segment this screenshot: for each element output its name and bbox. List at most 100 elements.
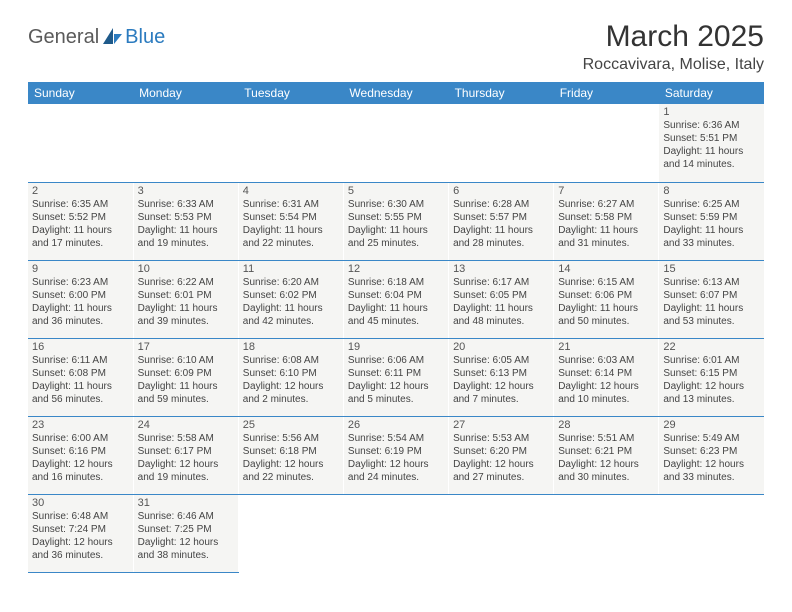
daylight-line: Daylight: 11 hours and 39 minutes. bbox=[138, 302, 234, 328]
daylight-line: Daylight: 11 hours and 36 minutes. bbox=[32, 302, 129, 328]
calendar-row: 1Sunrise: 6:36 AMSunset: 5:51 PMDaylight… bbox=[28, 104, 764, 182]
sunrise-line: Sunrise: 6:46 AM bbox=[138, 510, 234, 523]
day-number: 26 bbox=[348, 419, 444, 431]
sunrise-line: Sunrise: 6:11 AM bbox=[32, 354, 129, 367]
daylight-line: Daylight: 12 hours and 36 minutes. bbox=[32, 536, 129, 562]
sunrise-line: Sunrise: 5:54 AM bbox=[348, 432, 444, 445]
header: General Blue March 2025 Roccavivara, Mol… bbox=[28, 20, 764, 74]
calendar-cell: 6Sunrise: 6:28 AMSunset: 5:57 PMDaylight… bbox=[449, 182, 554, 260]
daylight-line: Daylight: 11 hours and 22 minutes. bbox=[243, 224, 339, 250]
daylight-line: Daylight: 12 hours and 13 minutes. bbox=[663, 380, 760, 406]
sunset-line: Sunset: 6:10 PM bbox=[243, 367, 339, 380]
day-number: 27 bbox=[453, 419, 549, 431]
day-number: 7 bbox=[558, 185, 654, 197]
daylight-line: Daylight: 12 hours and 2 minutes. bbox=[243, 380, 339, 406]
sunset-line: Sunset: 6:13 PM bbox=[453, 367, 549, 380]
sunrise-line: Sunrise: 6:00 AM bbox=[32, 432, 129, 445]
sunset-line: Sunset: 6:21 PM bbox=[558, 445, 654, 458]
daylight-line: Daylight: 11 hours and 42 minutes. bbox=[243, 302, 339, 328]
daylight-line: Daylight: 12 hours and 7 minutes. bbox=[453, 380, 549, 406]
calendar-cell: 31Sunrise: 6:46 AMSunset: 7:25 PMDayligh… bbox=[133, 494, 238, 572]
daylight-line: Daylight: 11 hours and 33 minutes. bbox=[663, 224, 760, 250]
calendar-cell: 9Sunrise: 6:23 AMSunset: 6:00 PMDaylight… bbox=[28, 260, 133, 338]
calendar-cell bbox=[238, 494, 343, 572]
calendar-cell: 1Sunrise: 6:36 AMSunset: 5:51 PMDaylight… bbox=[659, 104, 764, 182]
sunset-line: Sunset: 6:23 PM bbox=[663, 445, 760, 458]
sunset-line: Sunset: 6:00 PM bbox=[32, 289, 129, 302]
daylight-line: Daylight: 11 hours and 48 minutes. bbox=[453, 302, 549, 328]
calendar-cell: 24Sunrise: 5:58 AMSunset: 6:17 PMDayligh… bbox=[133, 416, 238, 494]
sunrise-line: Sunrise: 5:53 AM bbox=[453, 432, 549, 445]
calendar-cell: 29Sunrise: 5:49 AMSunset: 6:23 PMDayligh… bbox=[659, 416, 764, 494]
calendar-cell: 10Sunrise: 6:22 AMSunset: 6:01 PMDayligh… bbox=[133, 260, 238, 338]
day-number: 1 bbox=[663, 106, 760, 118]
daylight-line: Daylight: 11 hours and 19 minutes. bbox=[138, 224, 234, 250]
sunrise-line: Sunrise: 6:35 AM bbox=[32, 198, 129, 211]
sunrise-line: Sunrise: 6:01 AM bbox=[663, 354, 760, 367]
day-number: 28 bbox=[558, 419, 654, 431]
day-number: 12 bbox=[348, 263, 444, 275]
daylight-line: Daylight: 12 hours and 24 minutes. bbox=[348, 458, 444, 484]
calendar-cell: 3Sunrise: 6:33 AMSunset: 5:53 PMDaylight… bbox=[133, 182, 238, 260]
calendar-cell: 14Sunrise: 6:15 AMSunset: 6:06 PMDayligh… bbox=[554, 260, 659, 338]
daylight-line: Daylight: 11 hours and 56 minutes. bbox=[32, 380, 129, 406]
sunset-line: Sunset: 5:53 PM bbox=[138, 211, 234, 224]
sunrise-line: Sunrise: 6:28 AM bbox=[453, 198, 549, 211]
weekday-header: Saturday bbox=[659, 82, 764, 104]
calendar-cell: 2Sunrise: 6:35 AMSunset: 5:52 PMDaylight… bbox=[28, 182, 133, 260]
calendar-cell: 17Sunrise: 6:10 AMSunset: 6:09 PMDayligh… bbox=[133, 338, 238, 416]
daylight-line: Daylight: 12 hours and 22 minutes. bbox=[243, 458, 339, 484]
calendar-cell: 30Sunrise: 6:48 AMSunset: 7:24 PMDayligh… bbox=[28, 494, 133, 572]
day-number: 9 bbox=[32, 263, 129, 275]
weekday-header-row: SundayMondayTuesdayWednesdayThursdayFrid… bbox=[28, 82, 764, 104]
calendar-cell: 19Sunrise: 6:06 AMSunset: 6:11 PMDayligh… bbox=[343, 338, 448, 416]
sunrise-line: Sunrise: 5:56 AM bbox=[243, 432, 339, 445]
sunset-line: Sunset: 5:57 PM bbox=[453, 211, 549, 224]
calendar-cell bbox=[554, 104, 659, 182]
sunrise-line: Sunrise: 6:30 AM bbox=[348, 198, 444, 211]
sunset-line: Sunset: 5:55 PM bbox=[348, 211, 444, 224]
sunset-line: Sunset: 6:08 PM bbox=[32, 367, 129, 380]
daylight-line: Daylight: 11 hours and 14 minutes. bbox=[663, 145, 760, 171]
month-title: March 2025 bbox=[583, 20, 764, 54]
day-number: 4 bbox=[243, 185, 339, 197]
calendar-body: 1Sunrise: 6:36 AMSunset: 5:51 PMDaylight… bbox=[28, 104, 764, 572]
day-number: 31 bbox=[138, 497, 234, 509]
daylight-line: Daylight: 11 hours and 31 minutes. bbox=[558, 224, 654, 250]
sunrise-line: Sunrise: 6:27 AM bbox=[558, 198, 654, 211]
calendar-cell: 26Sunrise: 5:54 AMSunset: 6:19 PMDayligh… bbox=[343, 416, 448, 494]
daylight-line: Daylight: 11 hours and 59 minutes. bbox=[138, 380, 234, 406]
sunset-line: Sunset: 6:11 PM bbox=[348, 367, 444, 380]
weekday-header: Sunday bbox=[28, 82, 133, 104]
calendar-cell bbox=[449, 494, 554, 572]
sunset-line: Sunset: 6:09 PM bbox=[138, 367, 234, 380]
day-number: 3 bbox=[138, 185, 234, 197]
daylight-line: Daylight: 11 hours and 17 minutes. bbox=[32, 224, 129, 250]
sail-icon bbox=[101, 26, 123, 49]
calendar-cell: 28Sunrise: 5:51 AMSunset: 6:21 PMDayligh… bbox=[554, 416, 659, 494]
sunrise-line: Sunrise: 6:23 AM bbox=[32, 276, 129, 289]
day-number: 22 bbox=[663, 341, 760, 353]
sunrise-line: Sunrise: 6:13 AM bbox=[663, 276, 760, 289]
daylight-line: Daylight: 12 hours and 10 minutes. bbox=[558, 380, 654, 406]
sunset-line: Sunset: 5:59 PM bbox=[663, 211, 760, 224]
day-number: 19 bbox=[348, 341, 444, 353]
daylight-line: Daylight: 12 hours and 19 minutes. bbox=[138, 458, 234, 484]
weekday-header: Wednesday bbox=[343, 82, 448, 104]
daylight-line: Daylight: 11 hours and 45 minutes. bbox=[348, 302, 444, 328]
calendar-cell: 20Sunrise: 6:05 AMSunset: 6:13 PMDayligh… bbox=[449, 338, 554, 416]
title-block: March 2025 Roccavivara, Molise, Italy bbox=[583, 20, 764, 74]
sunset-line: Sunset: 6:02 PM bbox=[243, 289, 339, 302]
calendar-cell bbox=[238, 104, 343, 182]
calendar-row: 9Sunrise: 6:23 AMSunset: 6:00 PMDaylight… bbox=[28, 260, 764, 338]
sunset-line: Sunset: 6:14 PM bbox=[558, 367, 654, 380]
sunrise-line: Sunrise: 6:22 AM bbox=[138, 276, 234, 289]
sunrise-line: Sunrise: 6:36 AM bbox=[663, 119, 760, 132]
weekday-header: Thursday bbox=[449, 82, 554, 104]
calendar-cell bbox=[133, 104, 238, 182]
sunset-line: Sunset: 7:25 PM bbox=[138, 523, 234, 536]
day-number: 30 bbox=[32, 497, 129, 509]
calendar-cell: 12Sunrise: 6:18 AMSunset: 6:04 PMDayligh… bbox=[343, 260, 448, 338]
calendar-cell: 13Sunrise: 6:17 AMSunset: 6:05 PMDayligh… bbox=[449, 260, 554, 338]
weekday-header: Tuesday bbox=[238, 82, 343, 104]
